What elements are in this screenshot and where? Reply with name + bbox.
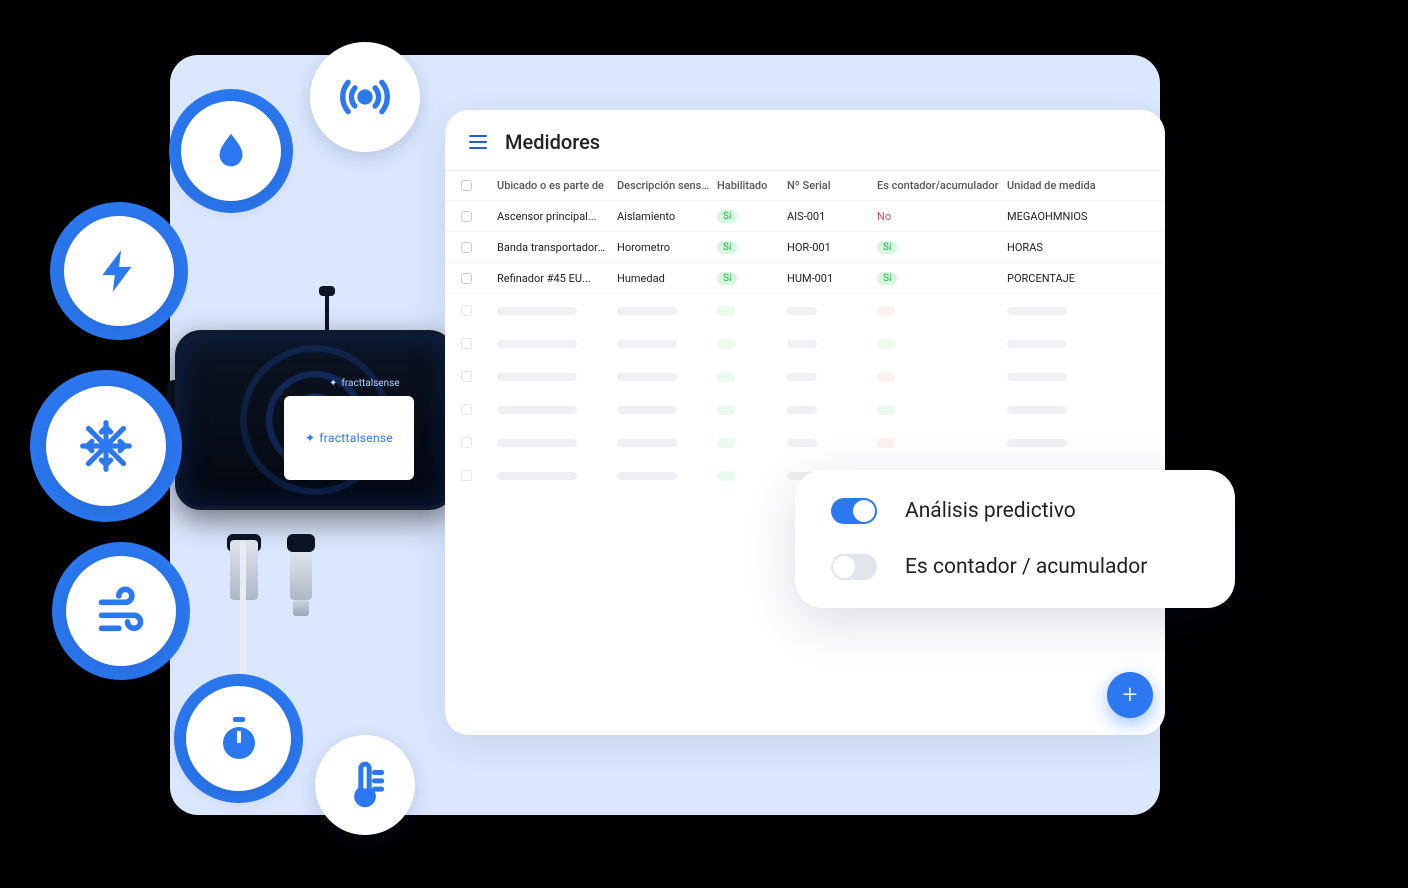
cell-contador: Sí	[877, 271, 1007, 285]
cell-habilitado: Sí	[717, 209, 787, 223]
cell-habilitado: Sí	[717, 271, 787, 285]
cell-descripcion: Aislamiento	[617, 210, 717, 223]
cell-unidad: PORCENTAJE	[1007, 272, 1117, 285]
menu-icon[interactable]	[469, 135, 487, 149]
cell-contador: No	[877, 210, 1007, 223]
table-row[interactable]: Refinador #45 EU... Humedad Sí HUM-001 S…	[445, 263, 1165, 294]
table-header-row: Ubicado o es parte de Descripción sensor…	[445, 171, 1165, 201]
col-descripcion[interactable]: Descripción sensor	[617, 179, 717, 192]
predictive-toggle[interactable]	[831, 498, 877, 524]
add-button[interactable]: +	[1107, 672, 1153, 718]
cell-unidad: HORAS	[1007, 241, 1117, 254]
cell-ubicado: Refinador #45 EU...	[497, 272, 617, 285]
device-plug	[287, 534, 315, 552]
medidores-table: Ubicado o es parte de Descripción sensor…	[445, 171, 1165, 492]
device-probe	[290, 552, 312, 600]
predictive-label: Análisis predictivo	[905, 499, 1076, 523]
droplet-icon	[181, 101, 281, 201]
device-brand-small: ✦fracttalsense	[329, 378, 400, 389]
device-screen: ✦fracttalsense	[284, 396, 414, 480]
col-unidad[interactable]: Unidad de medida	[1007, 179, 1117, 192]
cell-ubicado: Ascensor principal...	[497, 210, 617, 223]
row-checkbox[interactable]	[461, 242, 472, 253]
signal-icon	[310, 42, 420, 152]
cell-habilitado: Sí	[717, 240, 787, 254]
counter-label: Es contador / acumulador	[905, 555, 1147, 579]
counter-toggle[interactable]	[831, 554, 877, 580]
table-row-skeleton	[445, 426, 1165, 459]
cell-serial: AIS-001	[787, 210, 877, 223]
snowflake-icon	[46, 386, 166, 506]
cell-serial: HUM-001	[787, 272, 877, 285]
cell-unidad: MEGAOHMNIOS	[1007, 210, 1117, 223]
settings-popover: Análisis predictivo Es contador / acumul…	[795, 470, 1235, 608]
cell-contador: Sí	[877, 240, 1007, 254]
cell-serial: HOR-001	[787, 241, 877, 254]
table-row-skeleton	[445, 294, 1165, 327]
col-serial[interactable]: Nº Serial	[787, 179, 877, 192]
page-title: Medidores	[505, 130, 600, 154]
window-header: Medidores	[445, 110, 1165, 171]
table-row[interactable]: Ascensor principal... Aislamiento Sí AIS…	[445, 201, 1165, 232]
iot-device: ✦fracttalsense ✦fracttalsense	[175, 300, 455, 540]
table-row[interactable]: Banda transportadora... Horometro Sí HOR…	[445, 232, 1165, 263]
table-row-skeleton	[445, 393, 1165, 426]
select-all-checkbox[interactable]	[461, 180, 472, 191]
toggle-row-predictive: Análisis predictivo	[831, 498, 1199, 524]
col-contador[interactable]: Es contador/acumulador	[877, 179, 1007, 192]
table-row-skeleton	[445, 327, 1165, 360]
row-checkbox[interactable]	[461, 273, 472, 284]
col-habilitado[interactable]: Habilitado	[717, 179, 787, 192]
row-checkbox[interactable]	[461, 211, 472, 222]
wind-icon	[66, 556, 176, 666]
cell-ubicado: Banda transportadora...	[497, 241, 617, 254]
toggle-row-counter: Es contador / acumulador	[831, 554, 1199, 580]
thermometer-icon	[315, 735, 415, 835]
table-row-skeleton	[445, 360, 1165, 393]
col-ubicado[interactable]: Ubicado o es parte de	[497, 179, 617, 192]
cell-descripcion: Humedad	[617, 272, 717, 285]
medidores-window: Medidores Ubicado o es parte de Descripc…	[445, 110, 1165, 735]
bolt-icon	[64, 216, 174, 326]
stopwatch-icon	[186, 686, 291, 791]
cell-descripcion: Horometro	[617, 241, 717, 254]
device-body: ✦fracttalsense ✦fracttalsense	[175, 330, 455, 510]
